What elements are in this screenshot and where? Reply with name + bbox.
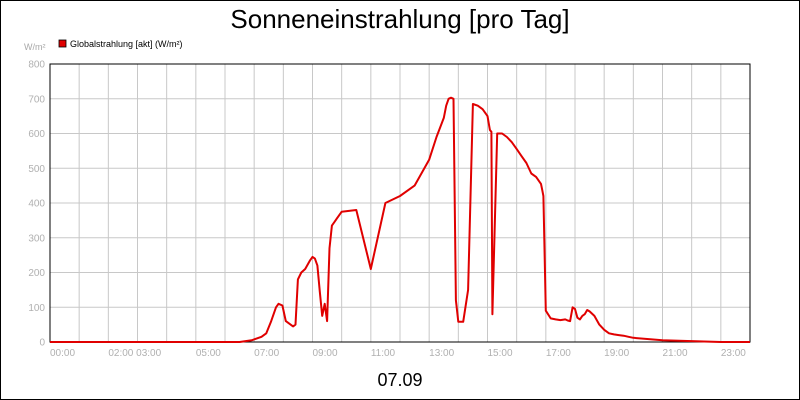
y-unit-label: W/m² (24, 42, 46, 52)
plot-area (49, 63, 751, 343)
x-tick-label: 21:00 (663, 348, 688, 359)
y-tick-label: 500 (28, 164, 45, 175)
x-tick-label: 09:00 (313, 348, 338, 359)
chart-title: Sonneneinstrahlung [pro Tag] (230, 4, 569, 34)
x-tick-label: 00:00 (50, 348, 75, 359)
x-tick-label: 05:00 (196, 348, 221, 359)
x-tick-label: 13:00 (429, 348, 454, 359)
legend-swatch (58, 39, 67, 48)
x-tick-label: 19:00 (604, 348, 629, 359)
y-tick-label: 100 (28, 303, 45, 314)
x-tick-label: 17:00 (546, 348, 571, 359)
series-line-globalstrahlung (50, 96, 750, 343)
y-axis: 0 100 200 300 400 500 600 700 800 (28, 60, 45, 349)
x-axis: 00:00 02:00 03:00 05:00 07:00 09:00 11:00 13:0… (50, 348, 746, 359)
y-tick-label: 600 (28, 129, 45, 140)
x-tick-label: 23:00 (721, 348, 746, 359)
x-tick-label: 11:00 (371, 348, 396, 359)
x-axis-date-label: 07.09 (377, 370, 422, 390)
x-tick-label: 15:00 (488, 348, 513, 359)
y-tick-label: 200 (28, 268, 45, 279)
grid (49, 63, 751, 343)
series-layer (50, 96, 750, 343)
y-tick-label: 0 (39, 338, 45, 349)
x-tick-label: 07:00 (254, 348, 279, 359)
legend-label: Globalstrahlung [akt] (W/m²) (70, 39, 183, 49)
y-tick-label: 300 (28, 233, 45, 244)
y-tick-label: 700 (28, 94, 45, 105)
x-tick-label: 02:00 03:00 (108, 348, 161, 359)
y-tick-label: 800 (28, 60, 45, 71)
y-tick-label: 400 (28, 199, 45, 210)
